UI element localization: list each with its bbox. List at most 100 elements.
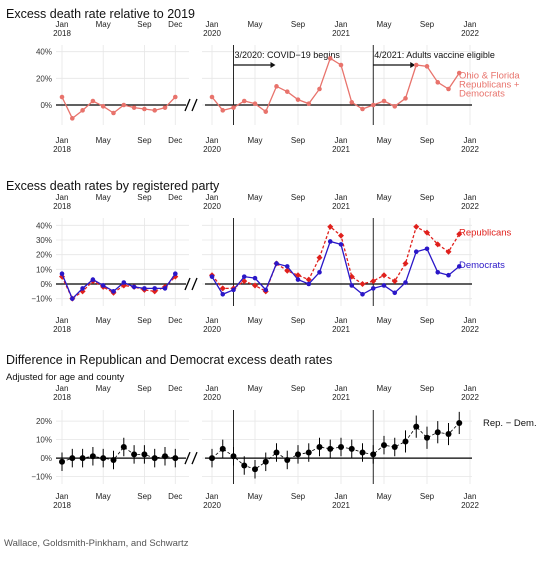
data-point [131, 284, 137, 290]
credit-text: Wallace, Goldsmith-Pinkham, and Schwartz [4, 538, 189, 549]
data-point [359, 281, 366, 287]
data-point [220, 108, 226, 113]
x-tick-label: Jan 2018 [53, 20, 71, 38]
data-point [327, 239, 333, 244]
data-point [403, 280, 408, 285]
data-point [413, 223, 420, 230]
data-point [338, 444, 344, 450]
x-tick-label: May [376, 384, 391, 393]
y-tick-label: 0% [40, 280, 52, 289]
y-tick-label: 30% [36, 236, 52, 245]
data-point [59, 271, 65, 277]
y-tick-label: 10% [36, 436, 52, 445]
data-point [152, 108, 157, 113]
chart-title: Excess death rate relative to 2019 [6, 7, 195, 21]
x-tick-label: Jan 2021 [332, 136, 350, 154]
data-point [284, 89, 290, 94]
data-point [445, 431, 452, 438]
data-point [434, 241, 441, 248]
x-tick-label: Sep [137, 492, 152, 501]
data-point [445, 248, 452, 255]
x-tick-label: Jan 2022 [461, 193, 479, 211]
data-point [284, 267, 291, 274]
data-point [456, 419, 463, 426]
data-point [424, 246, 430, 252]
chart-svg: Excess death rate relative to 2019 0% 20% 4… [6, 7, 537, 510]
x-tick-label: Sep [137, 136, 152, 145]
data-point [90, 277, 96, 282]
data-point [100, 283, 106, 288]
x-tick-label: May [96, 136, 111, 145]
data-point [209, 94, 215, 100]
data-point [370, 102, 376, 108]
data-point [142, 286, 147, 291]
data-point [327, 445, 334, 452]
data-point [295, 277, 301, 282]
data-point [316, 254, 323, 261]
x-tick-label: May [376, 492, 391, 501]
data-point [90, 98, 96, 104]
x-tick-label: May [96, 492, 111, 501]
y-tick-label: 40% [36, 48, 52, 57]
data-point [391, 278, 398, 285]
x-tick-label: May [96, 20, 111, 29]
data-point [263, 287, 269, 293]
x-tick-label: Sep [291, 384, 306, 393]
data-point [413, 62, 419, 68]
x-tick-label: Jan 2018 [53, 193, 71, 211]
axis-break-mark [184, 98, 191, 112]
x-tick-label: Jan 2021 [332, 316, 350, 334]
x-tick-label: Jan 2020 [203, 20, 221, 38]
x-tick-label: Dec [168, 193, 182, 202]
data-point [274, 84, 279, 89]
x-tick-label: Dec [168, 136, 182, 145]
chart-title: Excess death rates by registered party [6, 179, 220, 193]
data-point [370, 451, 377, 458]
data-point [338, 242, 344, 247]
data-point [121, 102, 127, 108]
data-point [424, 229, 430, 236]
x-tick-label: May [96, 316, 111, 325]
data-point [241, 278, 248, 285]
x-tick-label: Jan 2020 [203, 316, 221, 334]
y-tick-label: 0% [40, 101, 52, 110]
annotation-arrowhead [410, 62, 416, 68]
x-tick-label: May [247, 20, 262, 29]
y-tick-label: 20% [36, 251, 52, 260]
y-tick-label: 20% [36, 417, 52, 426]
x-tick-label: Jan 2020 [203, 384, 221, 402]
y-tick-label: 10% [36, 265, 52, 274]
data-point [317, 86, 322, 92]
axis-break-mark [191, 277, 198, 291]
x-tick-label: Sep [420, 193, 435, 202]
x-tick-label: May [376, 136, 391, 145]
data-point [306, 101, 312, 106]
data-point [413, 423, 420, 430]
data-point [317, 269, 322, 275]
x-tick-label: Jan 2020 [203, 492, 221, 510]
data-point [305, 276, 312, 283]
plot-panel-left [56, 45, 189, 125]
data-point [262, 458, 269, 465]
data-point [284, 264, 290, 269]
data-point [89, 453, 96, 460]
data-point [111, 289, 116, 294]
data-point [70, 296, 75, 301]
x-tick-label: Dec [168, 20, 182, 29]
x-tick-label: Dec [168, 316, 182, 325]
data-point [381, 98, 387, 104]
y-tick-label: −10% [31, 295, 52, 304]
data-point [273, 449, 280, 456]
data-point [446, 86, 451, 92]
data-point [424, 434, 430, 441]
x-tick-label: May [247, 316, 262, 325]
data-point [162, 453, 168, 460]
x-tick-label: Dec [168, 384, 182, 393]
x-tick-label: May [376, 20, 391, 29]
x-tick-label: May [247, 136, 262, 145]
data-point [338, 62, 344, 68]
x-tick-label: Sep [291, 20, 306, 29]
data-point [219, 285, 226, 292]
x-tick-label: Jan 2020 [203, 136, 221, 154]
data-point [162, 286, 168, 291]
